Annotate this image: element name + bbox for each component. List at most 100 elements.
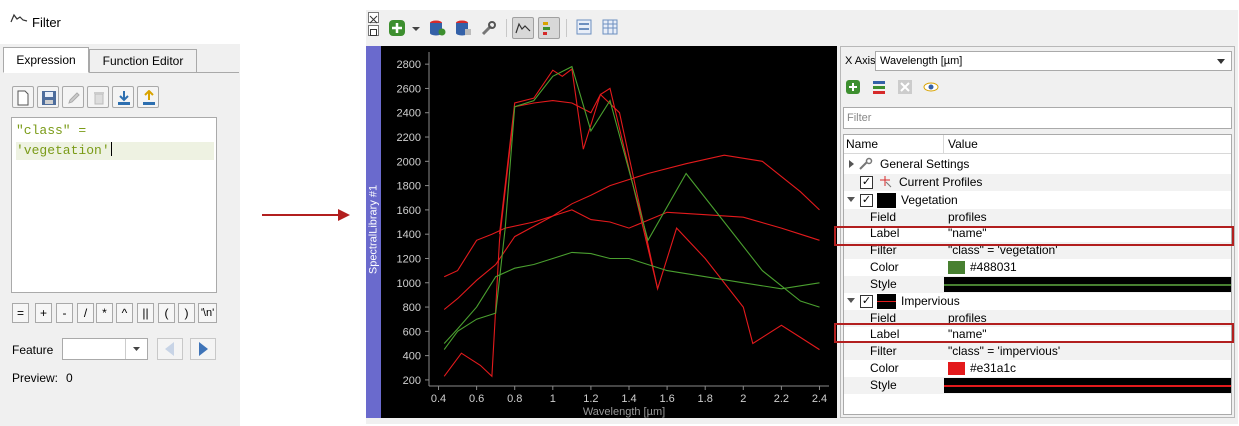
x-axis-select[interactable]: Wavelength [µm] <box>875 51 1232 71</box>
property-value: "name" <box>948 226 987 240</box>
add-current-profiles-button[interactable] <box>426 17 448 39</box>
property-value: "class" = 'impervious' <box>948 344 1061 358</box>
tree-header: Name Value <box>844 135 1231 154</box>
vegetation-label: Vegetation <box>901 193 958 207</box>
tree-row-general-settings[interactable]: General Settings <box>844 156 1231 173</box>
vegetation-checkbox[interactable]: ✓ <box>860 194 873 207</box>
column-header-name[interactable]: Name <box>846 137 879 151</box>
color-swatch[interactable] <box>948 362 965 375</box>
tree-row-impervious-style[interactable]: Style <box>844 377 1231 394</box>
eye-icon <box>923 82 939 98</box>
tree-row-vegetation[interactable]: ✓ Vegetation <box>844 192 1231 209</box>
x-tick-label: 1.6 <box>659 393 674 405</box>
column-header-value[interactable]: Value <box>948 137 978 151</box>
tree-row-impervious-filter[interactable]: Filter "class" = 'impervious' <box>844 343 1231 360</box>
operator-open-paren-button[interactable]: ( <box>158 303 175 323</box>
operator-divide-button[interactable]: / <box>77 303 94 323</box>
delete-button[interactable] <box>87 86 109 108</box>
operator-multiply-button[interactable]: * <box>96 303 113 323</box>
operator-equals-button[interactable]: = <box>12 303 29 323</box>
property-value: "class" = 'vegetation' <box>948 243 1058 257</box>
highlight-vegetation-filter <box>834 226 1234 246</box>
spectral-plot[interactable]: 200 400 600 800 1000 1200 1400 1600 1800 2000 2200… <box>381 46 837 418</box>
tree-row-impervious-field[interactable]: Field profiles <box>844 310 1231 327</box>
export-button[interactable] <box>137 86 159 108</box>
table-view-button[interactable] <box>600 17 622 39</box>
operator-minus-button[interactable]: - <box>56 303 73 323</box>
collapse-icon[interactable] <box>847 197 855 202</box>
expression-line: "class" = <box>16 123 87 138</box>
tree-row-current-profiles[interactable]: ✓ Current Profiles <box>844 174 1231 191</box>
spectral-plot-svg: 200 400 600 800 1000 1200 1400 1600 1800 2000 2200… <box>397 52 829 418</box>
spectral-library-title-strip: SpectralLibrary #1 <box>366 46 381 418</box>
profile-settings-tree: Name Value General Settings ✓ Current Pr… <box>843 134 1232 415</box>
style-line <box>944 284 1231 286</box>
add-profile-dropdown[interactable] <box>409 17 421 39</box>
tab-function-editor[interactable]: Function Editor <box>89 49 197 73</box>
save-button[interactable] <box>37 86 59 108</box>
close-icon[interactable] <box>368 12 379 24</box>
operator-newline-button[interactable]: '\n' <box>198 303 217 323</box>
previous-feature-button[interactable] <box>157 338 183 360</box>
spectral-toolbar <box>366 10 1238 46</box>
tree-row-vegetation-color[interactable]: Color #488031 <box>844 259 1231 276</box>
flow-arrow-icon <box>262 209 350 221</box>
filter-dialog: Filter Expression Function Editor "class… <box>0 0 240 426</box>
style-preview[interactable] <box>944 378 1231 393</box>
tree-filter-input[interactable]: Filter <box>843 107 1232 129</box>
profile-settings-button[interactable] <box>538 17 560 39</box>
tree-row-impervious-label[interactable]: Label "name" <box>844 326 1231 343</box>
edit-button[interactable] <box>62 86 84 108</box>
tree-row-impervious[interactable]: ✓ Impervious <box>844 293 1231 310</box>
expression-editor[interactable]: "class" = 'vegetation' <box>11 117 217 293</box>
add-style-button[interactable] <box>845 79 863 97</box>
visibility-button[interactable] <box>923 79 941 97</box>
tree-row-impervious-color[interactable]: Color #e31a1c <box>844 360 1231 377</box>
column-divider[interactable] <box>943 135 944 154</box>
expression-line-text: 'vegetation' <box>16 143 110 158</box>
import-button[interactable] <box>112 86 134 108</box>
y-tick-label: 600 <box>403 326 421 338</box>
float-icon[interactable] <box>368 25 379 36</box>
layers-icon <box>871 81 887 98</box>
profile-tools-button[interactable] <box>478 17 500 39</box>
y-tick-label: 400 <box>403 351 421 363</box>
general-settings-label: General Settings <box>880 157 970 171</box>
add-layer-button[interactable] <box>871 79 889 97</box>
operator-concat-button[interactable]: || <box>137 303 154 323</box>
operator-plus-button[interactable]: + <box>35 303 52 323</box>
vegetation-style-swatch <box>877 193 896 208</box>
expand-icon[interactable] <box>849 160 854 168</box>
property-value: #488031 <box>970 260 1017 274</box>
tree-row-vegetation-style[interactable]: Style <box>844 276 1231 293</box>
x-tick-label: 0.8 <box>507 393 522 405</box>
property-key: Label <box>870 327 900 341</box>
highlight-impervious-filter <box>834 323 1234 343</box>
current-profiles-checkbox[interactable]: ✓ <box>860 176 873 189</box>
operator-power-button[interactable]: ^ <box>116 303 133 323</box>
tab-expression[interactable]: Expression <box>3 47 89 73</box>
x-tick-label: 1.4 <box>621 393 636 405</box>
new-file-button[interactable] <box>12 86 34 108</box>
feature-select[interactable] <box>62 338 148 360</box>
spectral-view-button[interactable] <box>512 17 534 39</box>
property-key: Label <box>870 226 900 240</box>
x-tick-label: 0.4 <box>431 393 446 405</box>
collapse-icon[interactable] <box>847 298 855 303</box>
impervious-checkbox[interactable]: ✓ <box>860 295 873 308</box>
operator-close-paren-button[interactable]: ) <box>178 303 195 323</box>
style-line <box>944 385 1231 387</box>
tree-row-vegetation-label[interactable]: Label "name" <box>844 225 1231 242</box>
style-preview[interactable] <box>944 277 1231 292</box>
next-feature-button[interactable] <box>190 338 216 360</box>
add-profile-button[interactable] <box>386 17 408 39</box>
form-view-button[interactable] <box>574 17 596 39</box>
y-tick-label: 2000 <box>397 156 421 168</box>
tree-row-vegetation-filter[interactable]: Filter "class" = 'vegetation' <box>844 242 1231 259</box>
x-tick-label: 2 <box>740 393 746 405</box>
tree-row-vegetation-field[interactable]: Field profiles <box>844 209 1231 226</box>
import-profiles-button[interactable] <box>452 17 474 39</box>
remove-button[interactable] <box>897 79 915 97</box>
cursor-profile-icon <box>879 175 893 194</box>
color-swatch[interactable] <box>948 261 965 274</box>
